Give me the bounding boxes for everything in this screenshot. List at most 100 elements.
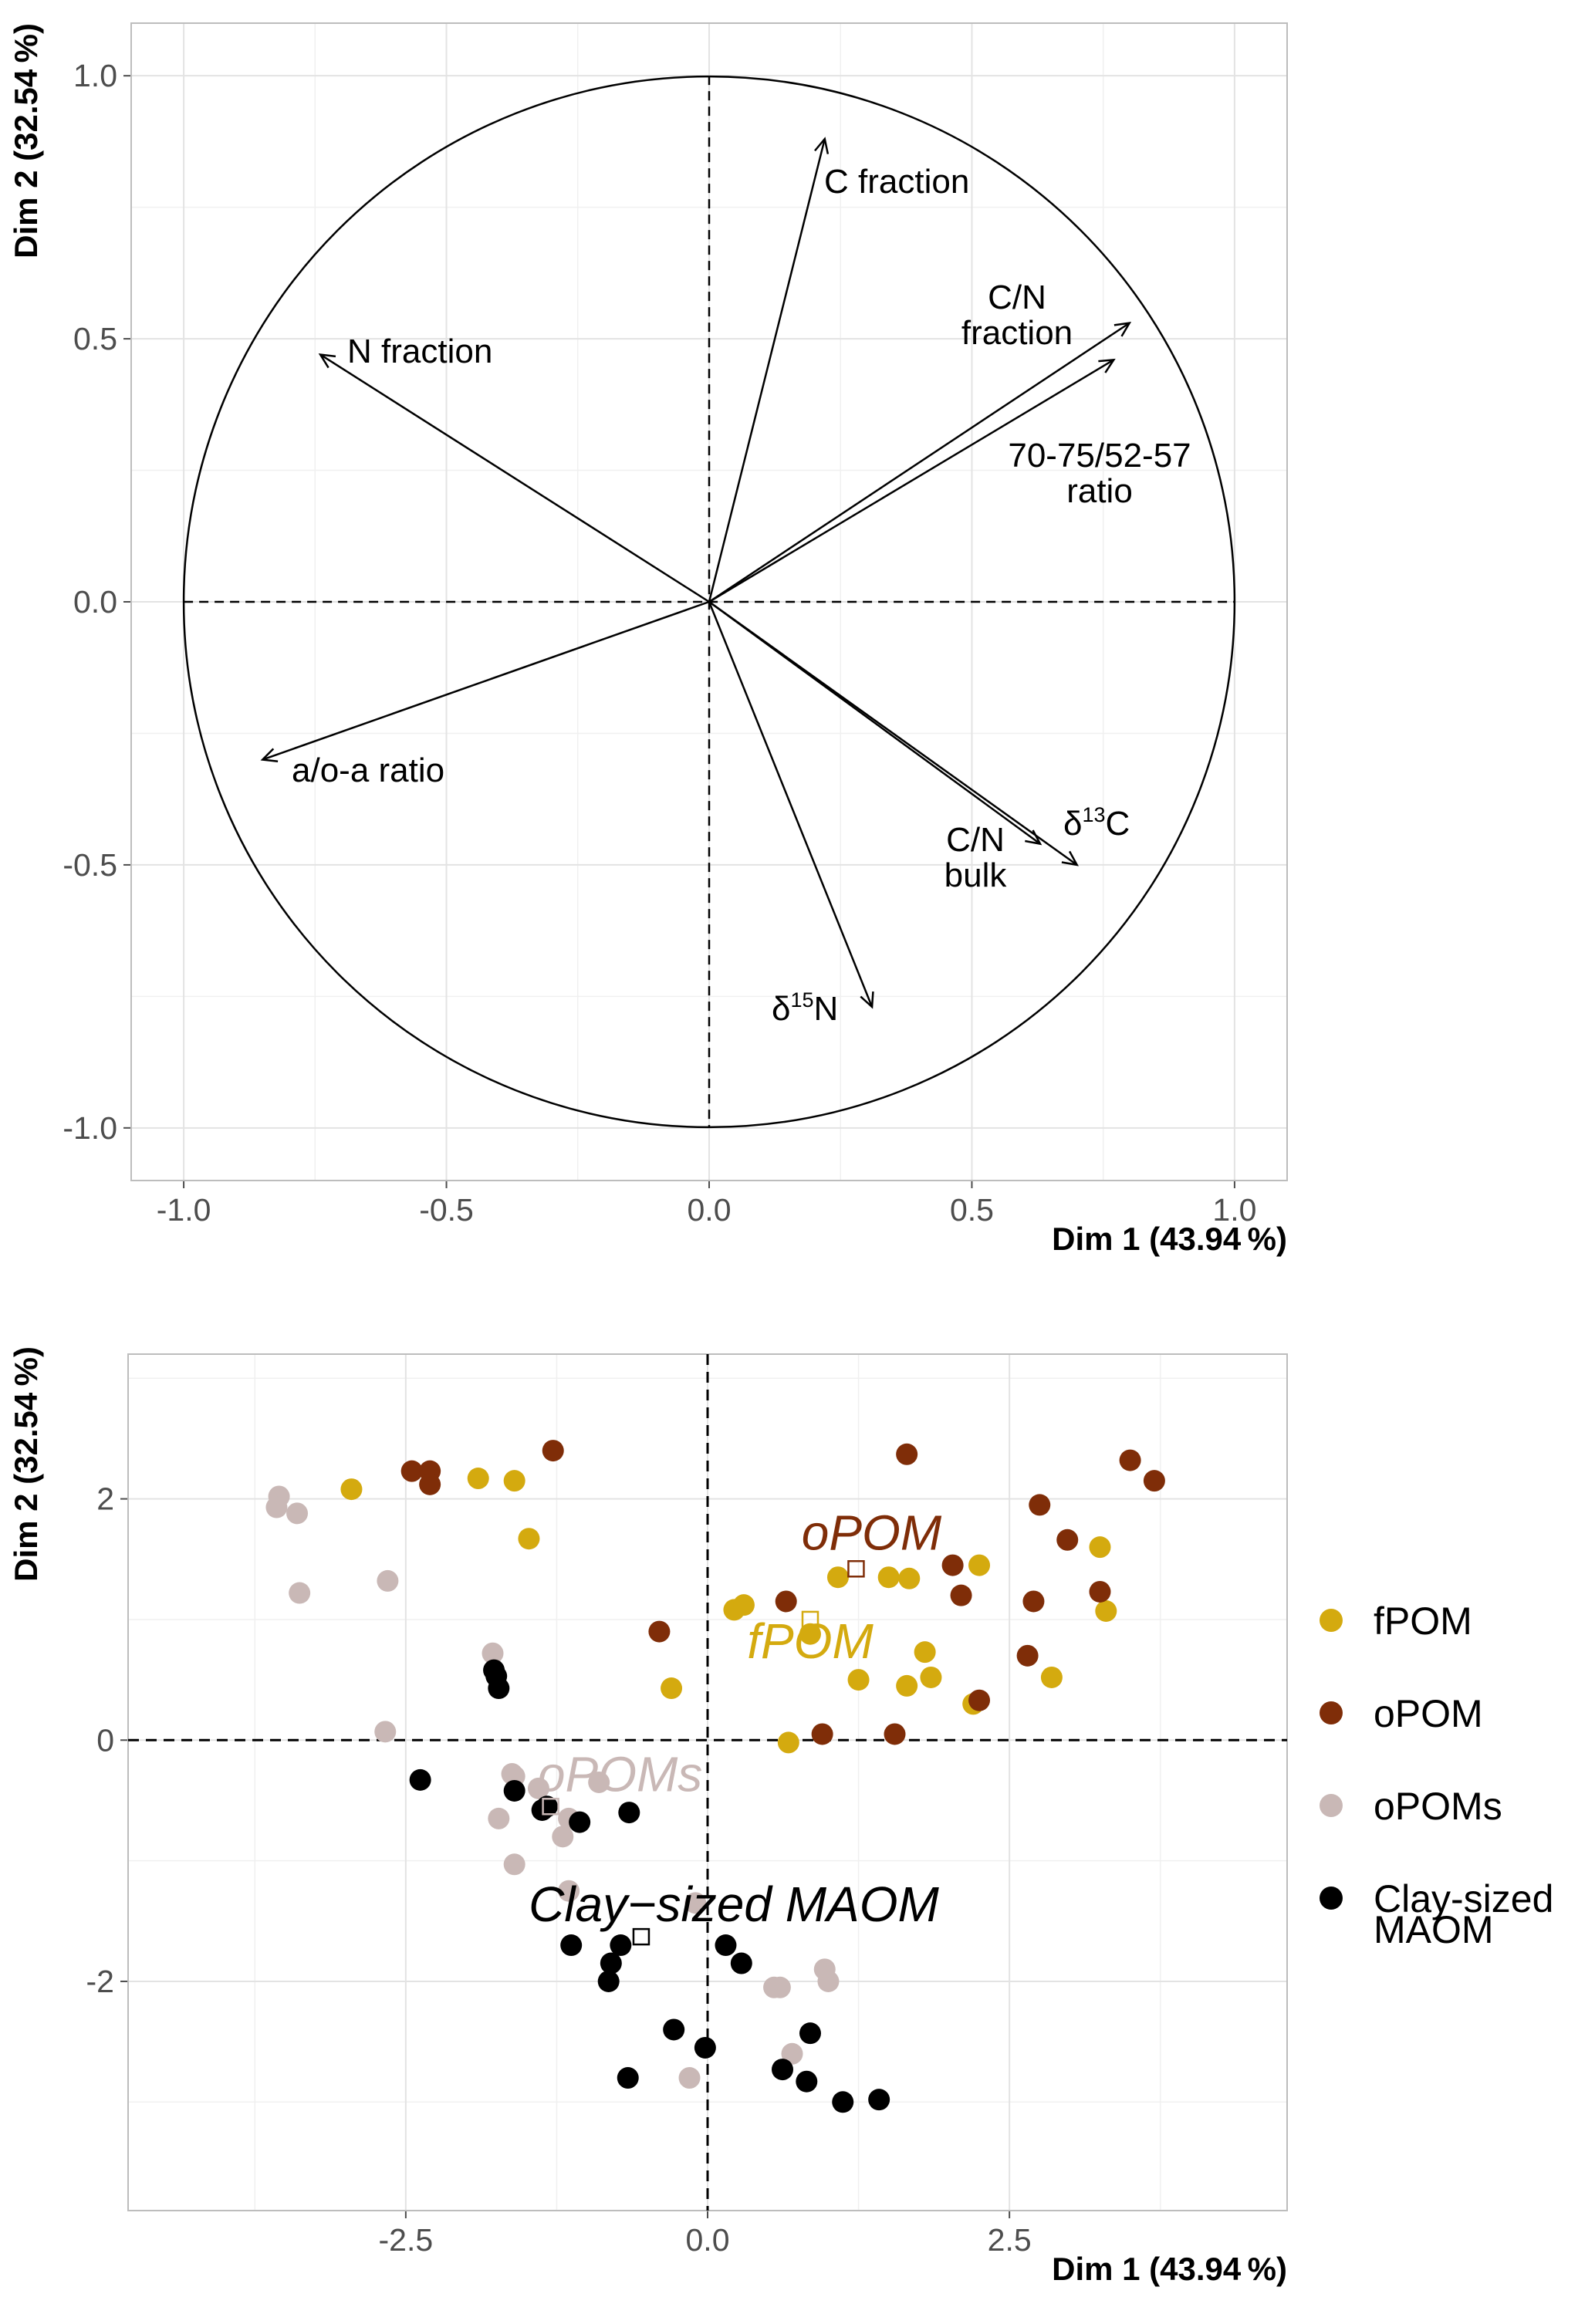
y-tick-label: -2 — [86, 1964, 114, 1999]
data-point — [518, 1528, 540, 1550]
data-point — [684, 1892, 707, 1914]
y-tick-label: -1.0 — [63, 1110, 117, 1146]
data-point — [1095, 1600, 1117, 1622]
data-point — [503, 1853, 525, 1876]
data-point — [941, 1554, 964, 1576]
y-tick-label: 0.0 — [73, 584, 117, 620]
data-point — [503, 1779, 525, 1802]
centroid-marker — [801, 1610, 819, 1629]
data-point — [968, 1554, 991, 1576]
variable-label: N fraction — [347, 333, 492, 370]
data-point — [286, 1502, 309, 1525]
x-axis-title: Dim 1 (43.94 %) — [1052, 2251, 1287, 2287]
legend-entry-label: oPOM — [1374, 1692, 1483, 1735]
loading-arrow-shaft — [708, 601, 874, 1008]
x-tick-label: -0.5 — [419, 1192, 474, 1228]
legend-key — [1320, 1794, 1343, 1817]
data-point — [488, 1677, 510, 1700]
data-point — [419, 1473, 441, 1495]
legend-entry-label: Clay-sized — [1374, 1877, 1553, 1920]
label-superscript: 13 — [1083, 803, 1106, 826]
data-point — [661, 1677, 683, 1700]
data-point — [1022, 1590, 1045, 1613]
data-point — [558, 1880, 580, 1902]
variable-label: fraction — [961, 314, 1073, 352]
data-point — [777, 1731, 799, 1754]
legend-entry-label: MAOM — [1374, 1908, 1494, 1951]
data-point — [289, 1582, 311, 1604]
data-point — [732, 1594, 755, 1616]
y-tick-label: 0.5 — [73, 321, 117, 356]
x-tick-label: 0.5 — [950, 1192, 994, 1228]
variable-label: ratio — [1066, 472, 1133, 510]
y-tick-label: -0.5 — [63, 847, 117, 883]
label-part: δ — [1063, 805, 1083, 843]
data-point — [898, 1567, 921, 1589]
panel-border — [130, 22, 1288, 1181]
data-point — [265, 1496, 288, 1518]
x-tick-label: 0.0 — [686, 2222, 730, 2258]
data-point — [617, 2067, 639, 2089]
data-point — [663, 2018, 685, 2041]
data-point — [1040, 1666, 1063, 1688]
data-point — [560, 1934, 583, 1957]
centroid-label: fPOM — [747, 1613, 874, 1669]
data-point — [542, 1440, 564, 1462]
loading-arrow-shaft — [708, 322, 1130, 603]
data-point — [1056, 1529, 1079, 1551]
data-point — [715, 1934, 737, 1957]
data-point — [340, 1478, 363, 1501]
data-point — [868, 2089, 890, 2111]
legend-entry-label: fPOM — [1374, 1599, 1472, 1643]
variable-label: δ13C — [1063, 803, 1130, 843]
data-point — [1016, 1644, 1039, 1667]
x-axis-title: Dim 1 (43.94 %) — [1052, 1221, 1287, 1257]
data-point — [600, 1952, 622, 1974]
y-tick-label: 2 — [96, 1481, 114, 1517]
loading-arrow-head — [318, 353, 336, 369]
y-axis-title: Dim 2 (32.54 %) — [8, 1346, 44, 1582]
data-point — [374, 1721, 397, 1743]
label-part: δ — [772, 990, 791, 1028]
legend-key — [1320, 1609, 1343, 1632]
data-point — [569, 1811, 591, 1833]
data-point — [648, 1620, 671, 1643]
data-point — [552, 1826, 574, 1848]
data-point — [400, 1460, 423, 1482]
loading-arrow-head — [860, 991, 874, 1009]
data-point — [482, 1642, 504, 1664]
y-axis-title: Dim 2 (32.54 %) — [8, 23, 44, 258]
data-point — [769, 1976, 791, 1998]
y-tick-label: 1.0 — [73, 58, 117, 93]
data-point — [488, 1807, 510, 1829]
data-point — [1089, 1536, 1111, 1559]
label-part: N — [814, 990, 839, 1028]
centroid-marker — [632, 1927, 651, 1946]
data-point — [781, 2042, 803, 2065]
loading-arrow-shaft — [262, 600, 710, 761]
loading-arrow-shaft — [708, 600, 1078, 866]
data-point — [1029, 1494, 1051, 1516]
data-point — [847, 1669, 870, 1691]
data-point — [730, 1952, 752, 1974]
data-point — [467, 1468, 489, 1490]
x-tick-label: 1.0 — [1212, 1192, 1256, 1228]
data-point — [877, 1566, 900, 1589]
data-point — [968, 1689, 991, 1711]
data-point — [920, 1666, 942, 1688]
correlation-circle-panel: -1.0 -0.5 0.0 0.5 1.0 -1.0 -0.5 0.0 0.5 1.0 C frac… — [8, 22, 1288, 1257]
data-point — [678, 2067, 701, 2089]
loading-arrow-head — [1061, 850, 1079, 866]
data-point — [896, 1674, 918, 1697]
loading-arrow-shaft — [708, 138, 826, 603]
loading-arrow-shaft — [708, 359, 1114, 603]
loading-arrow-head — [1113, 322, 1132, 337]
legend-entry-label: oPOMs — [1374, 1785, 1502, 1828]
data-point — [950, 1584, 972, 1606]
data-point — [588, 1772, 610, 1793]
x-tick-label: 0.0 — [688, 1192, 732, 1228]
label-part: C — [1106, 805, 1130, 843]
data-point — [826, 1566, 849, 1589]
